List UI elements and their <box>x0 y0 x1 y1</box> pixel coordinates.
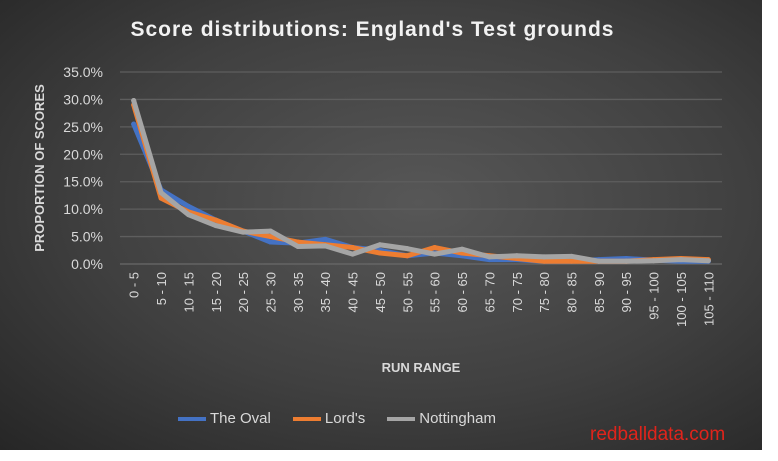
series-line-the-oval <box>131 121 711 264</box>
data-point <box>350 245 356 251</box>
x-tick-label: 90 - 95 <box>619 272 634 312</box>
data-point <box>541 258 547 264</box>
y-tick-label: 10.0% <box>63 201 103 217</box>
legend-item: Lord's <box>292 410 366 427</box>
data-point <box>213 223 219 229</box>
x-tick-label: 105 - 110 <box>701 272 716 326</box>
x-tick-label: 25 - 30 <box>264 272 279 312</box>
plot-svg: 0.0% 5.0% 10.0% 15.0% 20.0% 25.0% 30.0% 35.0% 0 … <box>32 64 722 375</box>
series-line-nottingham <box>131 98 711 264</box>
x-tick-label: 10 - 15 <box>181 272 196 312</box>
data-point <box>322 236 328 242</box>
x-tick-label: 40 - 45 <box>346 272 361 312</box>
data-point <box>651 258 657 264</box>
data-point <box>377 242 383 248</box>
legend-item: The Oval <box>178 410 271 427</box>
legend-label: Nottingham <box>419 410 496 427</box>
x-tick-label: 100 - 105 <box>674 272 689 327</box>
data-point <box>404 246 410 252</box>
x-tick-label: 60 - 65 <box>455 272 470 312</box>
legend: The Oval Lord's Nottingham <box>178 410 496 427</box>
x-tick-label: 20 - 25 <box>236 272 251 312</box>
data-point <box>185 212 191 218</box>
x-tick-label: 80 - 85 <box>565 272 580 312</box>
legend-swatch <box>178 416 206 421</box>
watermark: redballdata.com <box>590 424 726 445</box>
y-tick-label: 15.0% <box>63 174 103 190</box>
x-tick-label: 95 - 100 <box>647 272 662 320</box>
data-point <box>268 228 273 234</box>
data-point <box>569 253 574 259</box>
data-point <box>705 258 711 264</box>
chart-area: Score distributions: England's Test grou… <box>0 0 762 450</box>
x-tick-label: 85 - 90 <box>592 272 607 312</box>
data-point <box>268 234 273 240</box>
y-tick-label: 30.0% <box>63 91 103 107</box>
x-tick-label: 65 - 70 <box>482 272 497 312</box>
y-tick-label: 5.0% <box>71 229 103 245</box>
x-tick-label: 55 - 60 <box>428 272 443 312</box>
legend-item: Nottingham <box>387 410 496 427</box>
data-point <box>678 257 684 263</box>
x-tick-label: 70 - 75 <box>510 272 525 312</box>
data-point <box>322 243 328 249</box>
x-tick-label: 75 - 80 <box>537 272 552 312</box>
data-point <box>158 195 164 201</box>
x-tick-label: 35 - 40 <box>318 272 333 312</box>
x-tick-label: 15 - 20 <box>209 272 224 312</box>
data-point <box>131 98 137 104</box>
x-tick-label: 0 - 5 <box>127 272 142 298</box>
legend-swatch <box>387 416 416 421</box>
data-point <box>268 239 273 245</box>
y-tick-label: 35.0% <box>63 64 103 80</box>
data-point <box>459 246 465 252</box>
data-point <box>185 203 191 209</box>
legend-swatch <box>292 416 321 421</box>
data-point <box>486 254 492 260</box>
data-point <box>213 217 219 223</box>
data-point <box>432 245 438 251</box>
data-point <box>596 258 602 264</box>
x-tick-label: 30 - 35 <box>291 272 306 312</box>
data-point <box>131 121 137 127</box>
x-tick-label: 45 - 50 <box>373 272 388 312</box>
legend-label: Lord's <box>324 410 366 427</box>
data-point <box>240 229 246 235</box>
data-point <box>514 253 520 259</box>
x-axis-label: RUN RANGE <box>382 360 461 375</box>
series-line-lord-s <box>131 102 711 264</box>
y-tick-label: 20.0% <box>63 146 103 162</box>
data-point <box>158 190 164 196</box>
legend-label: The Oval <box>210 410 271 427</box>
y-tick-label: 0.0% <box>71 256 103 272</box>
data-point <box>350 251 356 257</box>
x-tick-label: 50 - 55 <box>400 272 415 312</box>
x-tick-label: 5 - 10 <box>154 272 169 305</box>
data-point <box>623 258 629 264</box>
y-axis-label: PROPORTION OF SCORES <box>32 84 47 252</box>
data-point <box>432 251 438 257</box>
data-point <box>404 253 410 259</box>
data-point <box>295 243 301 249</box>
chart-title: Score distributions: England's Test grou… <box>130 18 615 41</box>
data-point <box>569 258 574 264</box>
data-point <box>377 250 383 256</box>
data-point <box>541 254 547 260</box>
y-tick-label: 25.0% <box>63 119 103 135</box>
